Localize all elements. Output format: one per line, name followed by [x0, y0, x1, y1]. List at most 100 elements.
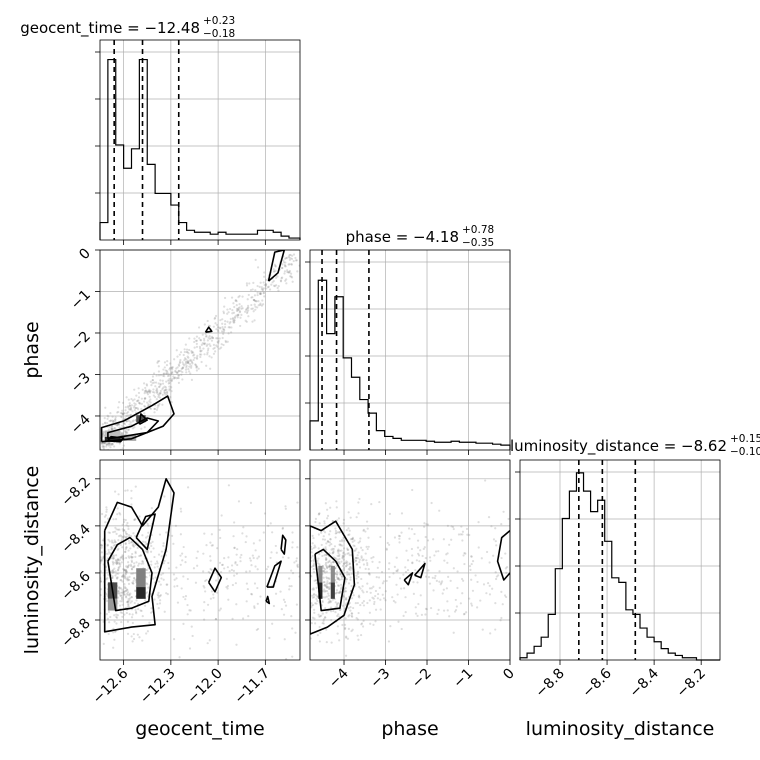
sample-point: [212, 352, 216, 355]
sample-point: [179, 563, 182, 566]
sample-point: [148, 400, 151, 403]
sample-point: [127, 539, 131, 543]
sample-point: [342, 518, 346, 521]
sample-point: [338, 553, 341, 556]
sample-point: [95, 612, 97, 614]
sample-point: [157, 596, 160, 599]
sample-point: [283, 261, 286, 264]
sample-point: [349, 516, 352, 519]
sample-point: [360, 556, 363, 559]
sample-point: [442, 588, 445, 591]
sample-point: [337, 548, 340, 551]
sample-point: [210, 533, 213, 536]
sample-point: [489, 632, 492, 635]
sample-point: [159, 594, 162, 597]
sample-point: [193, 356, 196, 360]
sample-point: [500, 522, 503, 526]
sample-point: [199, 338, 202, 342]
sample-point: [106, 552, 109, 556]
sample-point: [351, 536, 355, 539]
sample-point: [193, 337, 196, 340]
sample-point: [262, 281, 265, 284]
sample-point: [342, 567, 346, 570]
sample-point: [324, 553, 327, 556]
sample-point: [195, 356, 198, 359]
sample-point: [184, 362, 187, 365]
sample-point: [267, 524, 270, 527]
sample-point: [325, 548, 328, 551]
sample-point: [190, 366, 193, 369]
sample-point: [127, 410, 130, 414]
sample-point: [219, 536, 222, 540]
sample-point: [188, 365, 191, 368]
sample-point: [206, 353, 209, 356]
sample-point: [356, 581, 359, 584]
sample-point: [321, 621, 324, 625]
sample-point: [218, 609, 221, 612]
sample-point: [128, 420, 131, 423]
sample-point: [118, 426, 121, 429]
sample-point: [252, 281, 255, 284]
sample-point: [147, 546, 151, 550]
sample-point: [186, 355, 189, 358]
sample-point: [336, 577, 339, 580]
sample-point: [211, 336, 214, 339]
sample-point: [338, 540, 342, 543]
sample-point: [199, 355, 202, 359]
sample-point: [322, 619, 325, 622]
sample-point: [370, 503, 373, 506]
title-geocent-time-main: geocent_time = −12.48: [20, 19, 200, 38]
sample-point: [351, 615, 354, 618]
sample-point: [153, 411, 156, 414]
sample-point: [376, 597, 380, 600]
sample-point: [379, 535, 382, 539]
sample-point: [226, 308, 229, 311]
sample-point: [341, 604, 344, 607]
ytick-label-phase-2: −2: [68, 329, 94, 355]
xtick-label-geocent_time-3: −11.7: [232, 666, 274, 708]
ylabel-luminosity-distance: luminosity_distance: [21, 466, 43, 655]
sample-point: [162, 578, 165, 581]
sample-point: [107, 444, 110, 447]
sample-point: [119, 578, 122, 582]
sample-point: [115, 622, 118, 625]
sample-point: [288, 263, 291, 266]
sample-point: [105, 578, 108, 581]
sample-point: [327, 582, 331, 585]
sample-point: [233, 574, 236, 577]
sample-point: [356, 556, 360, 560]
sample-point: [166, 391, 169, 394]
sample-point: [108, 621, 111, 624]
sample-point: [224, 320, 227, 323]
density-cell-2: [318, 565, 323, 583]
sample-point: [281, 527, 284, 530]
sample-point: [216, 547, 219, 550]
sample-point: [233, 546, 236, 549]
sample-point: [112, 646, 115, 649]
sample-point: [306, 606, 308, 608]
sample-point: [228, 570, 231, 573]
sample-point: [134, 608, 137, 611]
sample-point: [346, 552, 349, 555]
sample-point: [315, 582, 318, 585]
sample-point: [125, 430, 128, 434]
sample-point: [121, 412, 124, 415]
sample-point: [117, 591, 120, 594]
title-phase-main: phase = −4.18: [346, 228, 459, 246]
sample-point: [101, 539, 105, 542]
sample-point: [126, 588, 129, 592]
sample-point: [310, 594, 314, 597]
sample-point: [151, 382, 154, 385]
sample-point: [118, 562, 121, 565]
sample-point: [488, 561, 491, 564]
xtick-label-geocent_time-1: −12.3: [137, 666, 179, 708]
sample-point: [345, 560, 348, 563]
sample-point: [356, 618, 359, 621]
sample-point: [430, 501, 433, 505]
sample-point: [466, 533, 469, 536]
sample-point: [102, 642, 105, 645]
sample-point: [249, 559, 252, 562]
sample-point: [124, 573, 127, 576]
sample-point: [387, 567, 391, 571]
sample-point: [209, 555, 212, 558]
